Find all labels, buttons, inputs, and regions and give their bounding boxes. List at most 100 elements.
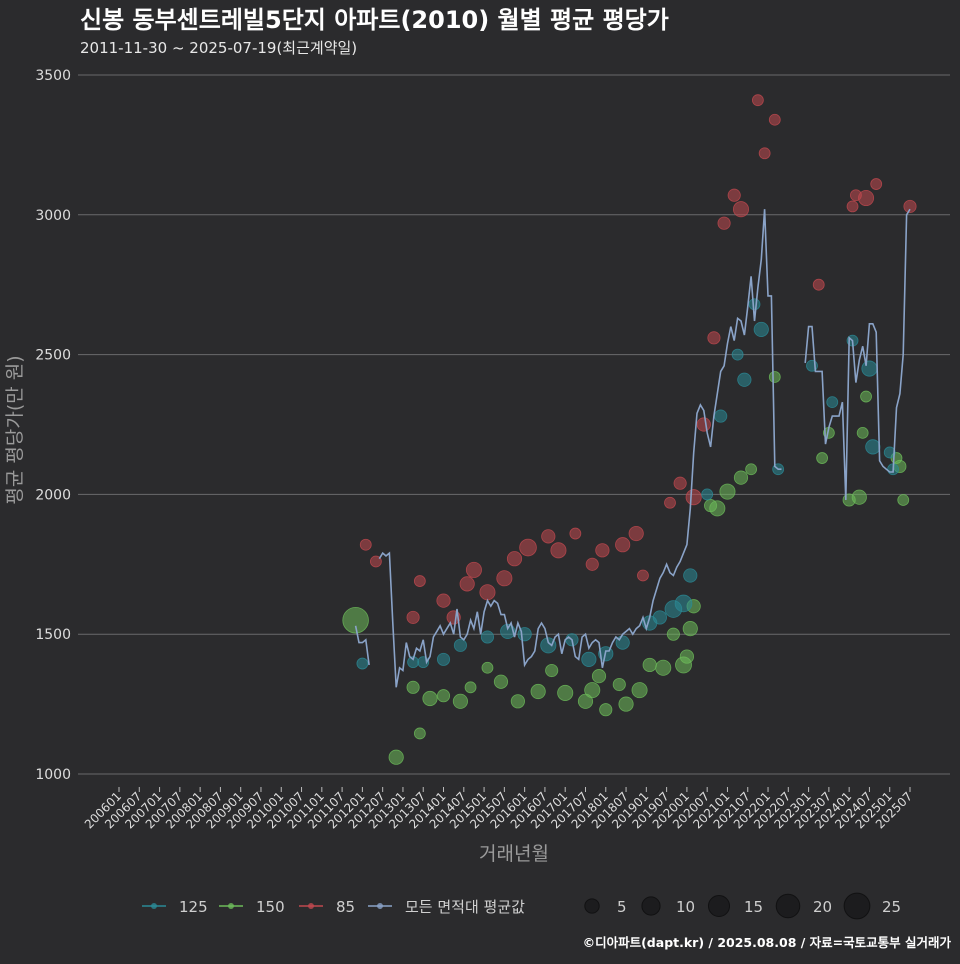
point-85 <box>436 593 451 608</box>
point-150 <box>493 674 509 689</box>
point-150 <box>631 682 648 699</box>
legend-key-dot <box>228 903 234 909</box>
x-axis: 2006012006072007012007072008012008072009… <box>82 787 915 832</box>
point-150 <box>709 500 726 517</box>
point-85 <box>870 178 883 190</box>
y-tick-label: 3500 <box>35 68 71 84</box>
point-150 <box>666 627 680 641</box>
average-line-segment <box>804 208 911 501</box>
legend-size-label: 20 <box>813 898 832 916</box>
point-85 <box>628 525 644 542</box>
point-125 <box>865 439 881 455</box>
point-125 <box>683 568 698 583</box>
point-85 <box>768 113 781 126</box>
y-axis-label: 평균 평당가(만 원) <box>4 355 26 504</box>
average-line-segment <box>378 209 782 688</box>
point-125 <box>652 610 667 625</box>
point-150 <box>388 749 404 765</box>
point-150 <box>591 669 607 684</box>
point-125 <box>753 321 769 338</box>
scatter-points <box>342 94 917 765</box>
point-85 <box>696 417 711 432</box>
point-150 <box>682 621 698 637</box>
legend-key-dot <box>377 903 383 909</box>
legend-key-dot <box>151 903 157 909</box>
point-150 <box>655 659 672 676</box>
point-125 <box>581 651 597 667</box>
y-tick-label: 1000 <box>35 767 71 783</box>
legend-label: 150 <box>256 898 285 916</box>
point-125 <box>674 594 693 613</box>
point-125 <box>883 446 896 459</box>
point-150 <box>464 681 477 694</box>
point-85 <box>717 216 731 230</box>
point-85 <box>673 476 687 490</box>
legend: 125 150 85 모든 면적대 평균값 5 10 15 20 25 <box>142 892 901 920</box>
point-125 <box>861 360 878 377</box>
point-85 <box>413 575 426 587</box>
point-85 <box>496 570 513 587</box>
point-150 <box>745 463 758 476</box>
point-150 <box>545 663 559 678</box>
point-125 <box>436 652 451 666</box>
point-85 <box>732 201 750 218</box>
point-85 <box>406 610 420 624</box>
point-125 <box>714 409 728 423</box>
y-tick-label: 3000 <box>35 208 71 224</box>
chart-subtitle: 2011-11-30 ~ 2025-07-19(최근계약일) <box>80 39 357 57</box>
point-150 <box>413 727 426 740</box>
point-150 <box>612 677 626 692</box>
point-85 <box>751 94 764 107</box>
point-150 <box>406 680 420 694</box>
point-150 <box>768 371 781 383</box>
point-125 <box>737 372 752 387</box>
point-150 <box>679 649 694 664</box>
point-85 <box>541 529 556 544</box>
point-125 <box>356 657 369 670</box>
point-150 <box>557 684 574 701</box>
point-150 <box>436 689 451 703</box>
point-150 <box>422 690 438 707</box>
point-85 <box>707 331 721 345</box>
point-125 <box>748 298 761 311</box>
point-150 <box>860 390 872 403</box>
legend-label: 85 <box>336 898 355 916</box>
point-150 <box>851 489 867 505</box>
point-85 <box>569 527 582 540</box>
point-150 <box>481 661 494 674</box>
point-85 <box>359 538 372 551</box>
point-85 <box>615 537 631 553</box>
x-axis-label: 거래년월 <box>479 843 549 865</box>
point-85 <box>370 555 382 568</box>
point-125 <box>701 488 714 501</box>
point-150 <box>733 470 749 485</box>
chart-title: 신봉 동부센트레빌5단지 아파트(2010) 월별 평균 평당가 <box>80 6 669 34</box>
point-85 <box>479 584 496 601</box>
legend-key-dot <box>308 903 314 909</box>
legend-size-label: 5 <box>617 898 627 916</box>
caption: ©디아파트(dapt.kr) / 2025.08.08 / 자료=국토교통부 실… <box>583 935 952 950</box>
point-150 <box>719 483 736 500</box>
point-85 <box>846 200 859 213</box>
point-150 <box>816 452 829 464</box>
point-85 <box>595 543 610 558</box>
legend-size-dot <box>584 898 600 914</box>
point-125 <box>540 637 557 654</box>
point-85 <box>727 188 741 202</box>
point-85 <box>664 496 676 509</box>
y-axis: 1000 1500 2000 2500 3000 3500 <box>35 68 71 783</box>
point-85 <box>858 190 875 207</box>
legend-size-dot <box>641 896 661 916</box>
point-150 <box>584 682 601 699</box>
point-150 <box>856 426 869 439</box>
point-85 <box>506 551 523 567</box>
point-85 <box>903 199 917 213</box>
point-125 <box>500 623 516 639</box>
point-125 <box>453 638 467 652</box>
point-125 <box>826 396 839 409</box>
point-85 <box>812 278 825 291</box>
legend-size-dot <box>775 893 801 919</box>
y-tick-label: 1500 <box>35 627 71 643</box>
point-85 <box>758 147 771 160</box>
point-85 <box>519 538 537 557</box>
